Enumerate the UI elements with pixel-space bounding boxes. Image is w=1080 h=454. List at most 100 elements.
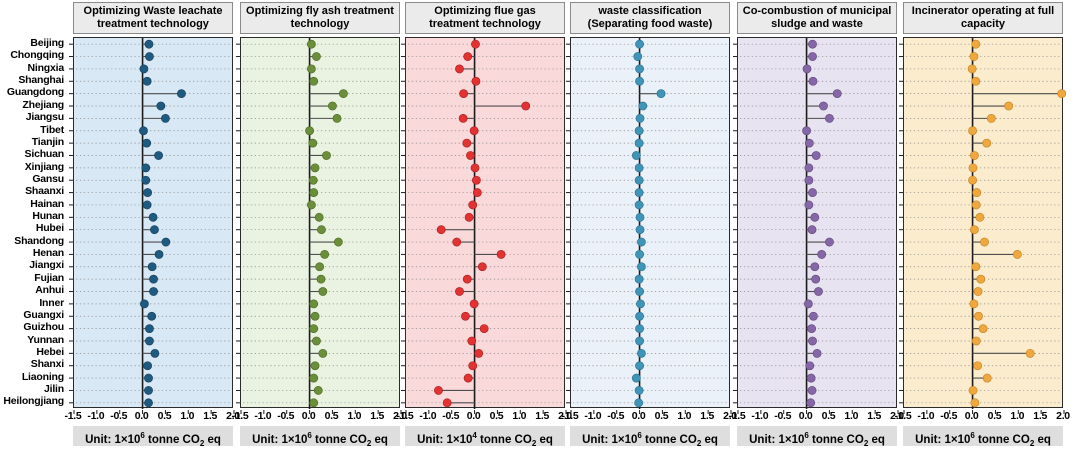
data-dot [634, 200, 644, 210]
panel-flue-gas: Optimizing flue gas treatment technology… [397, 0, 573, 449]
data-dot [1004, 101, 1014, 111]
data-dot [634, 274, 644, 284]
x-tick-label: 0.5 [987, 410, 1002, 422]
data-dot [332, 113, 342, 123]
data-dot [147, 262, 157, 272]
data-dot [971, 262, 981, 272]
data-dot [638, 101, 648, 111]
unit-text: tonne CO [476, 433, 532, 446]
data-dot [479, 324, 489, 334]
data-dot [307, 39, 316, 49]
data-dot [982, 373, 992, 383]
x-tick-label: 1.5 [867, 410, 881, 422]
unit-text: eq [204, 433, 221, 446]
plot-area [236, 37, 402, 414]
panel-waste-classification: waste classification (Separating food wa… [562, 0, 737, 448]
data-dot [458, 113, 468, 123]
data-dot [462, 274, 472, 284]
y-axis-labels: Beijing Chongqing Ningxia Shanghai Guangdong… [0, 37, 69, 408]
data-dot [656, 89, 666, 99]
data-dot [635, 76, 644, 86]
data-dot [986, 113, 996, 123]
y-axis-label: Hubei [35, 222, 64, 235]
data-dot [154, 250, 164, 259]
y-axis-label: Tianjin [31, 135, 64, 148]
data-dot [149, 287, 158, 296]
unit-text: eq [868, 433, 885, 446]
panel-fly-ash: Optimizing fly ash treatment technology … [232, 0, 407, 449]
panel-co-combustion: Co-combustion of municipal sludge and wa… [729, 0, 904, 449]
x-tick-label: 0.5 [324, 410, 339, 422]
data-dot [313, 386, 323, 395]
data-dot [310, 361, 320, 371]
x-tick-label: 1.5 [1033, 410, 1047, 422]
unit-subscript: 2 [531, 439, 537, 449]
data-dot [144, 398, 153, 408]
data-dot [810, 212, 820, 222]
data-dot [177, 89, 186, 99]
x-tick-label: -1.0 [584, 410, 602, 422]
data-dot [635, 311, 644, 321]
data-dot [631, 373, 641, 383]
data-dot [471, 76, 481, 86]
data-dot [317, 225, 326, 235]
data-dot [635, 287, 644, 296]
x-tick-label: 1.0 [1010, 410, 1025, 422]
data-dot [312, 336, 321, 346]
data-dot [459, 89, 468, 99]
lollipop-svg [899, 38, 1067, 414]
data-dot [147, 311, 157, 321]
data-dot [634, 188, 644, 197]
x-tick-label: -1.0 [254, 410, 272, 422]
data-dot [635, 64, 644, 74]
data-dot [825, 237, 834, 247]
data-dot [309, 398, 319, 408]
data-dot [139, 126, 148, 136]
x-tick-label: 1.0 [512, 410, 527, 422]
y-axis-label: Fujian [34, 271, 64, 284]
data-dot [463, 373, 473, 383]
unit-text: tonne CO [641, 433, 697, 446]
plot-area [566, 37, 732, 414]
data-dot [320, 250, 330, 259]
data-dot [637, 262, 646, 272]
y-axis-label: Anhui [35, 284, 64, 297]
data-dot [309, 188, 319, 197]
data-dot [467, 336, 477, 346]
data-dot [141, 163, 151, 173]
panel-title: Incinerator operating at full capacity [903, 2, 1063, 34]
unit-subscript: 2 [863, 439, 869, 449]
data-dot [156, 101, 166, 111]
data-dot [309, 76, 319, 86]
x-axis: -1.5 -1.0 -0.5 0.0 0.5 1.0 1.5 2.0 [397, 410, 573, 423]
unit-text: eq [536, 433, 553, 446]
x-tick-label: 0.0 [798, 410, 813, 422]
unit-text: tonne CO [311, 433, 367, 446]
data-dot [969, 52, 979, 61]
data-dot [637, 237, 646, 247]
data-dot [1025, 348, 1035, 358]
data-dot [434, 386, 443, 395]
y-axis-label: Beijing [30, 37, 64, 49]
lollipop-svg [69, 38, 235, 414]
data-dot [468, 361, 478, 371]
y-axis-label: Shanxi [30, 358, 64, 371]
unit-subscript: 2 [366, 439, 372, 449]
unit-label: Unit: 1×106 tonne CO2 eq [73, 426, 233, 449]
data-dot [636, 299, 645, 309]
data-dot [316, 274, 326, 284]
unit-subscript: 2 [199, 439, 205, 449]
data-dot [802, 126, 811, 136]
x-tick-label: 2.0 [723, 410, 737, 422]
x-tick-label: 2.0 [1056, 410, 1070, 422]
unit-text: Unit: 1×10 [915, 433, 971, 446]
y-axis-label: Guangxi [23, 308, 64, 321]
data-dot [814, 287, 823, 296]
data-dot [471, 39, 480, 49]
data-dot [807, 225, 817, 235]
x-tick-label: 1.5 [370, 410, 384, 422]
data-dot [154, 151, 163, 160]
data-dot [333, 237, 343, 247]
data-dot [145, 52, 154, 61]
x-tick-label: 1.5 [203, 410, 217, 422]
